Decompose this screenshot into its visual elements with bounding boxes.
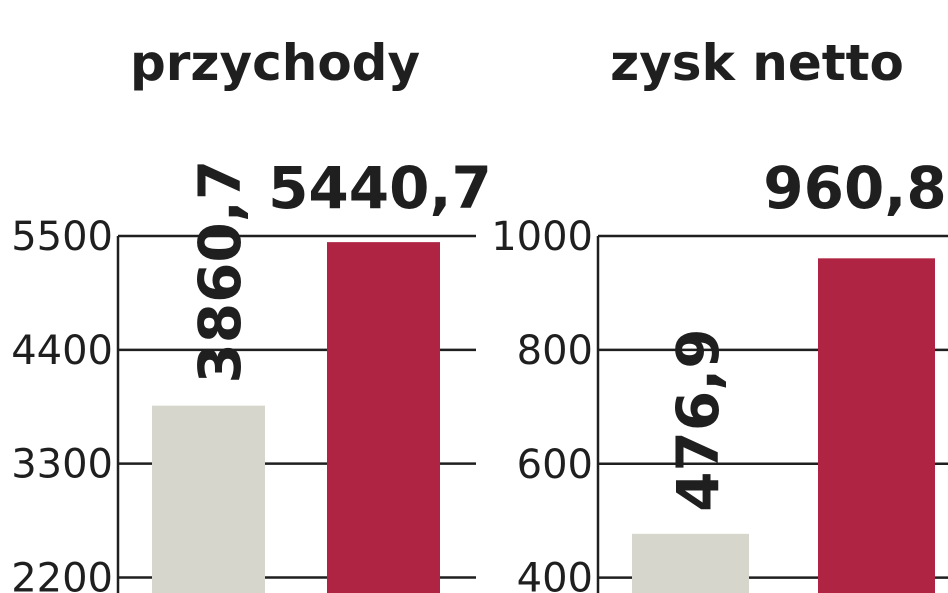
chart-zysk-netto: zysk netto 400 600 800 1000 476,9 960,8 xyxy=(491,34,948,593)
y-tick-label: 4400 xyxy=(11,328,113,374)
bar-previous xyxy=(632,533,749,593)
chart-przychody: przychody 2200 3300 4400 5500 3860,7 5440,7 xyxy=(11,34,492,593)
bar-current xyxy=(818,258,935,593)
y-tick-label: 600 xyxy=(517,442,593,488)
value-label: 5440,7 xyxy=(268,154,492,222)
value-label: 3860,7 xyxy=(186,160,254,384)
y-axis-ticks: 400 600 800 1000 xyxy=(491,214,593,593)
bar-current xyxy=(327,242,440,593)
chart-title: zysk netto xyxy=(610,34,904,92)
y-axis-ticks: 2200 3300 4400 5500 xyxy=(11,214,113,593)
y-tick-label: 2200 xyxy=(11,555,113,593)
y-tick-label: 3300 xyxy=(11,442,113,488)
y-tick-label: 1000 xyxy=(491,214,593,260)
y-tick-label: 800 xyxy=(517,328,593,374)
value-labels: 3860,7 5440,7 xyxy=(186,154,492,384)
value-labels: 476,9 960,8 xyxy=(664,154,947,512)
y-tick-label: 5500 xyxy=(11,214,113,260)
bar-previous xyxy=(152,405,265,593)
y-tick-label: 400 xyxy=(517,556,593,593)
value-label: 476,9 xyxy=(664,328,732,511)
chart-title: przychody xyxy=(130,34,420,92)
value-label: 960,8 xyxy=(763,154,946,222)
bars xyxy=(632,258,935,593)
bars xyxy=(152,242,440,593)
